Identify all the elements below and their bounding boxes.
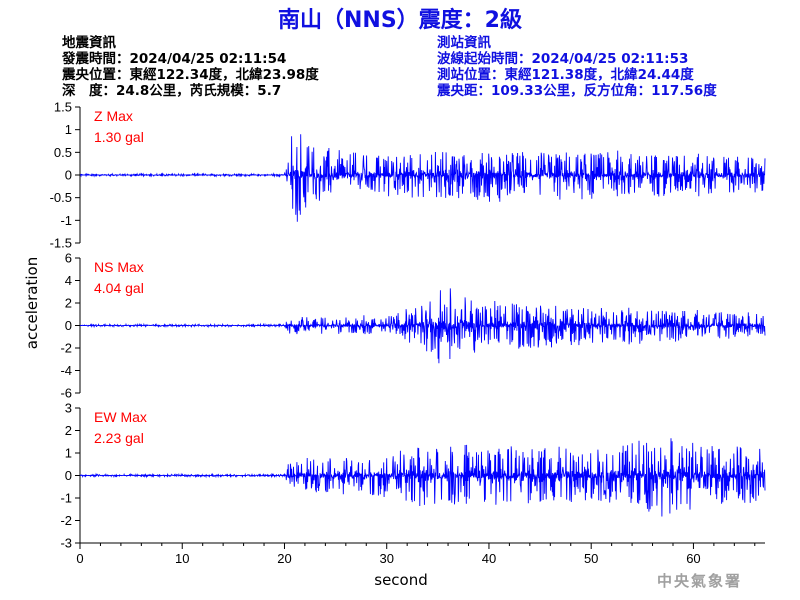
waveform-ew <box>79 438 766 517</box>
x-tick-label: 40 <box>482 551 496 566</box>
y-tick-label-ew: 0 <box>65 468 72 483</box>
agency-footer: 中央氣象署 <box>657 572 743 590</box>
y-tick-label-z: 1 <box>65 122 72 137</box>
y-tick-label-ew: -1 <box>60 491 72 506</box>
y-tick-label-ns: 0 <box>65 318 72 333</box>
y-tick-label-ew: 2 <box>65 423 72 438</box>
waveform-ns <box>79 288 766 364</box>
y-tick-label-ew: 3 <box>65 401 72 416</box>
y-axis-title: acceleration <box>23 257 41 349</box>
y-tick-label-z: -0.5 <box>50 190 72 205</box>
ew-max-value: 2.23 gal <box>94 430 144 446</box>
epicenter-location: 震央位置：東經122.34度，北緯23.98度 <box>62 67 319 83</box>
x-tick-label: 0 <box>76 551 83 566</box>
waveform-onset-time: 波線起始時間：2024/04/25 02:11:53 <box>437 51 689 67</box>
z-max-label: Z Max <box>94 108 133 124</box>
x-tick-label: 60 <box>686 551 700 566</box>
y-tick-label-ns: 6 <box>65 251 72 266</box>
ew-max-label: EW Max <box>94 409 147 425</box>
y-tick-label-ns: -6 <box>60 386 72 401</box>
x-tick-label: 50 <box>584 551 598 566</box>
x-axis-title: second <box>374 571 428 589</box>
y-tick-label-ew: 1 <box>65 446 72 461</box>
station-info-heading: 測站資訊 <box>437 35 491 51</box>
origin-time: 發震時間：2024/04/25 02:11:54 <box>62 51 287 67</box>
earthquake-info-heading: 地震資訊 <box>62 35 116 51</box>
x-tick-label: 30 <box>379 551 393 566</box>
y-tick-label-z: -1 <box>60 213 72 228</box>
depth-magnitude: 深 度：24.8公里，芮氏規模：5.7 <box>62 83 282 99</box>
waveform-z <box>80 134 766 222</box>
y-tick-label-ew: -3 <box>60 536 72 551</box>
ns-max-value: 4.04 gal <box>94 280 144 296</box>
y-tick-label-ns: 2 <box>65 296 72 311</box>
ns-max-label: NS Max <box>94 259 144 275</box>
station-info-block: 測站資訊 波線起始時間：2024/04/25 02:11:53 測站位置：東經1… <box>437 35 717 99</box>
y-tick-label-ns: -4 <box>60 363 72 378</box>
epicentral-distance-azimuth: 震央距：109.33公里，反方位角：117.56度 <box>437 83 717 99</box>
y-tick-label-ns: 4 <box>65 273 72 288</box>
z-max-value: 1.30 gal <box>94 129 144 145</box>
station-location: 測站位置：東經121.38度，北緯24.44度 <box>437 67 694 83</box>
x-tick-label: 10 <box>175 551 189 566</box>
y-tick-label-z: 0.5 <box>54 145 72 160</box>
y-tick-label-z: 0 <box>65 168 72 183</box>
y-tick-label-ew: -2 <box>60 513 72 528</box>
x-tick-label: 20 <box>277 551 291 566</box>
y-tick-label-ns: -2 <box>60 341 72 356</box>
earthquake-info-block: 地震資訊 發震時間：2024/04/25 02:11:54 震央位置：東經122… <box>62 35 319 99</box>
y-tick-label-z: 1.5 <box>54 100 72 115</box>
page-title: 南山（NNS）震度：2級 <box>278 8 522 33</box>
y-tick-label-z: -1.5 <box>50 236 72 251</box>
